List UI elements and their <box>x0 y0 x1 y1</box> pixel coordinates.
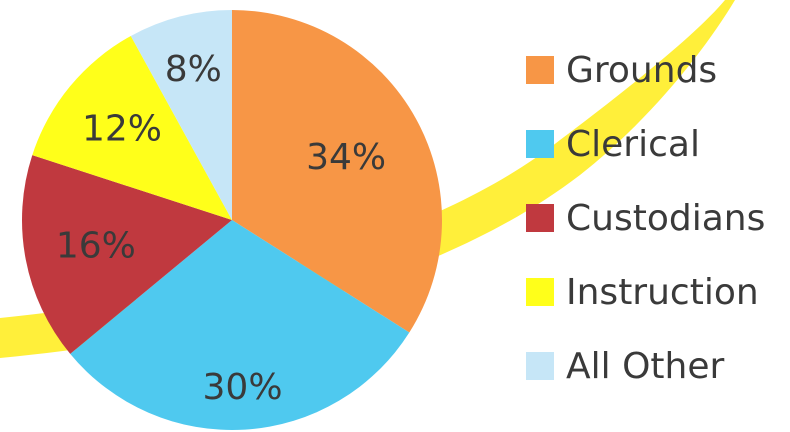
legend-swatch <box>526 352 554 380</box>
legend-swatch <box>526 204 554 232</box>
pie-slice-custodians <box>22 155 233 354</box>
data-label-grounds: 34% <box>306 137 386 178</box>
data-label-clerical: 30% <box>203 367 283 408</box>
pie-slice-grounds <box>232 10 442 333</box>
pie-slice-instruction <box>32 35 232 220</box>
legend-swatch <box>526 278 554 306</box>
legend-label: Custodians <box>566 197 766 239</box>
data-label-all-other: 8% <box>165 49 222 90</box>
legend: Grounds Clerical Custodians Instruction … <box>526 48 765 388</box>
legend-item-instruction: Instruction <box>526 270 765 314</box>
legend-label: Grounds <box>566 49 718 91</box>
legend-label: Instruction <box>566 271 759 313</box>
legend-swatch <box>526 130 554 158</box>
data-label-instruction: 12% <box>82 108 162 149</box>
legend-swatch <box>526 56 554 84</box>
legend-label: Clerical <box>566 123 700 165</box>
legend-item-custodians: Custodians <box>526 196 765 240</box>
data-label-custodians: 16% <box>56 225 136 266</box>
legend-label: All Other <box>566 345 725 387</box>
legend-item-clerical: Clerical <box>526 122 765 166</box>
legend-item-all-other: All Other <box>526 344 765 388</box>
legend-item-grounds: Grounds <box>526 48 765 92</box>
pie-slice-all-other <box>130 9 232 220</box>
pie-slice-clerical <box>70 220 410 430</box>
